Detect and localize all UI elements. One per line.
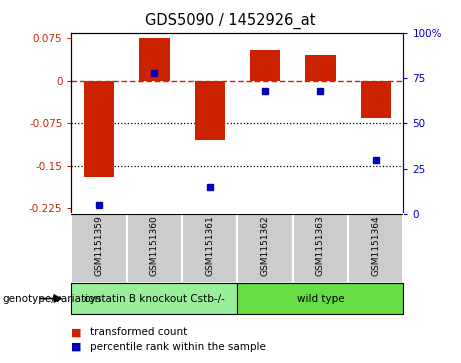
Text: GDS5090 / 1452926_at: GDS5090 / 1452926_at <box>145 13 316 29</box>
Text: ■: ■ <box>71 327 82 337</box>
Bar <box>195 81 225 140</box>
Text: percentile rank within the sample: percentile rank within the sample <box>90 342 266 352</box>
Bar <box>71 283 237 314</box>
Text: GSM1151364: GSM1151364 <box>371 215 380 276</box>
Bar <box>237 283 403 314</box>
Text: GSM1151361: GSM1151361 <box>205 215 214 276</box>
Text: ■: ■ <box>71 342 82 352</box>
Bar <box>71 214 127 283</box>
Text: GSM1151363: GSM1151363 <box>316 215 325 276</box>
Bar <box>250 50 280 81</box>
Text: GSM1151362: GSM1151362 <box>260 215 270 276</box>
Text: GSM1151359: GSM1151359 <box>95 215 104 276</box>
Bar <box>348 214 403 283</box>
Text: transformed count: transformed count <box>90 327 187 337</box>
Text: genotype/variation: genotype/variation <box>2 294 101 303</box>
Bar <box>361 81 391 118</box>
Text: GSM1151360: GSM1151360 <box>150 215 159 276</box>
Bar <box>182 214 237 283</box>
Bar <box>84 81 114 177</box>
Bar <box>139 38 170 81</box>
Bar <box>127 214 182 283</box>
Bar <box>305 55 336 81</box>
Bar <box>293 214 348 283</box>
Text: wild type: wild type <box>296 294 344 303</box>
Text: cystatin B knockout Cstb-/-: cystatin B knockout Cstb-/- <box>84 294 225 303</box>
Bar <box>237 214 293 283</box>
